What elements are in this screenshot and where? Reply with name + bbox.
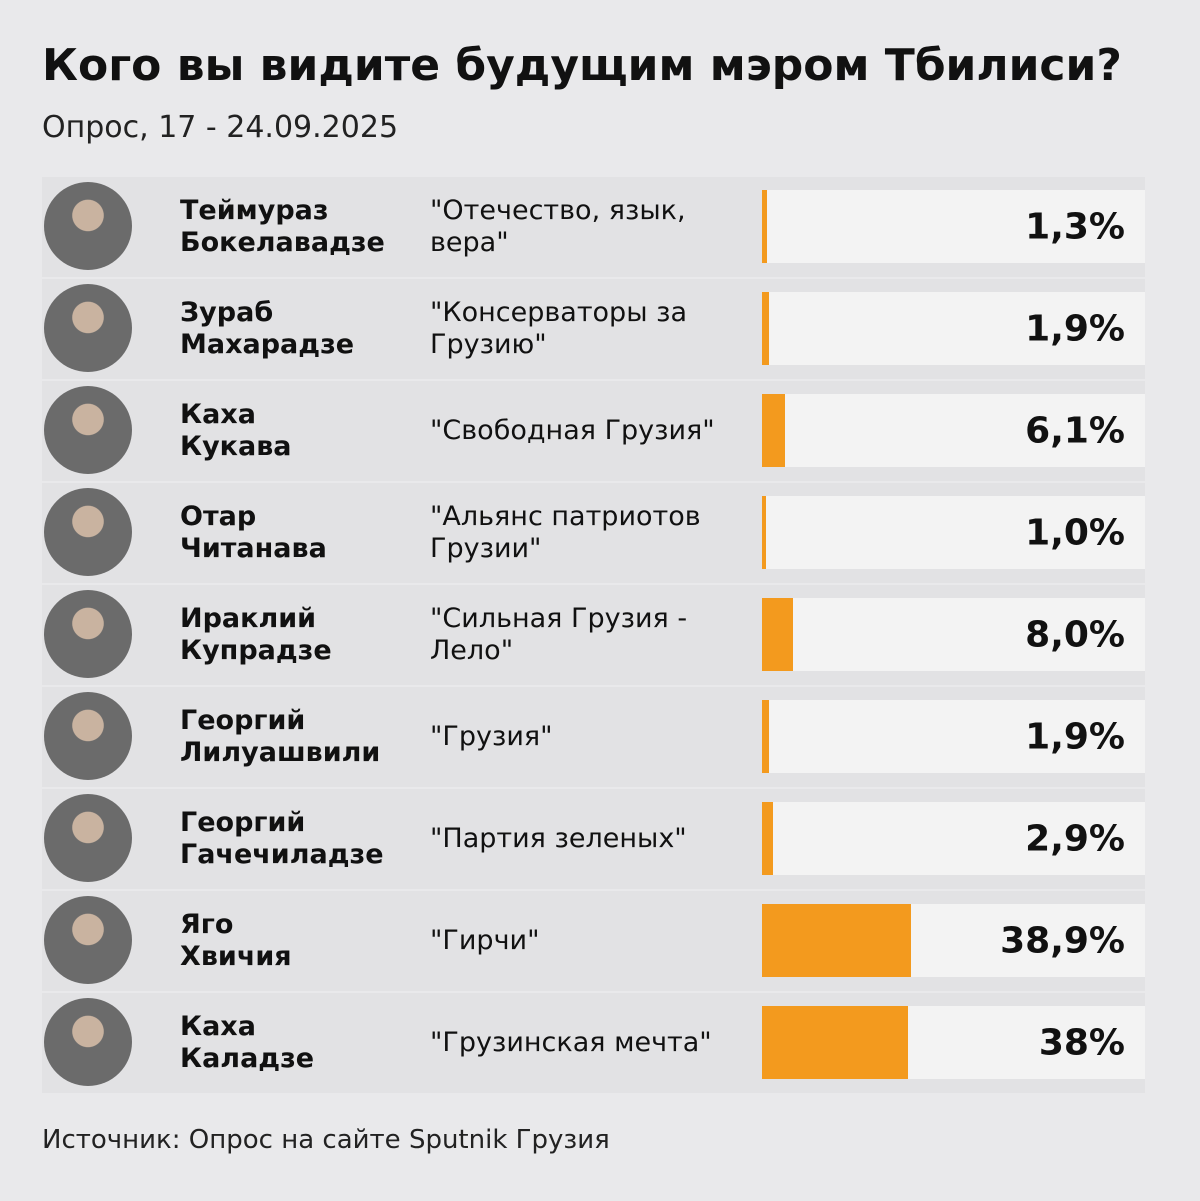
chart-title: Кого вы видите будущим мэром Тбилиси? [42,40,1122,91]
avatar [44,896,132,984]
bar-track: 2,9% [762,802,1145,875]
row: Теймураз Бокелавадзе "Отечество, язык, ве… [42,177,1145,277]
value-label: 8,0% [1025,614,1125,655]
bar-track: 38,9% [762,904,1145,977]
row: Яго Хвичия "Гирчи" 38,9% [42,891,1145,991]
party-name: "Грузинская мечта" [430,1027,712,1058]
avatar [44,692,132,780]
source-note: Источник: Опрос на сайте Sputnik Грузия [42,1125,610,1155]
party-name: "Грузия" [430,721,553,752]
avatar [44,590,132,678]
party-name: "Отечество, язык, вера" [430,195,686,258]
party-name: "Консерваторы за Грузию" [430,297,688,360]
avatar [44,386,132,474]
row: Отар Читанава "Альянс патриотов Грузии" 1,… [42,483,1145,583]
candidate-name: Каха Кукава [180,399,292,462]
candidate-name: Ираклий Купрадзе [180,603,332,666]
chart-subtitle: Опрос, 17 - 24.09.2025 [42,110,399,145]
value-label: 1,9% [1025,308,1125,349]
value-label: 1,0% [1025,512,1125,553]
bar-track: 8,0% [762,598,1145,671]
candidate-name: Георгий Лилуашвили [180,705,381,768]
avatar [44,794,132,882]
value-label: 38,9% [1000,920,1125,961]
party-name: "Свободная Грузия" [430,415,715,446]
avatar [44,284,132,372]
row: Георгий Гачечиладзе "Партия зеленых" 2,9% [42,789,1145,889]
candidate-name: Яго Хвичия [180,909,292,972]
bar [762,700,770,773]
bar-track: 6,1% [762,394,1145,467]
bar [762,1006,908,1079]
avatar [44,488,132,576]
value-label: 1,3% [1025,206,1125,247]
row: Каха Каладзе "Грузинская мечта" 38% [42,993,1145,1093]
party-name: "Сильная Грузия - Лело" [430,603,688,666]
row: Георгий Лилуашвили "Грузия" 1,9% [42,687,1145,787]
candidate-name: Георгий Гачечиладзе [180,807,384,870]
value-label: 6,1% [1025,410,1125,451]
bar [762,598,793,671]
bar-track: 1,9% [762,292,1145,365]
row: Каха Кукава "Свободная Грузия" 6,1% [42,381,1145,481]
bar [762,802,774,875]
candidate-name: Каха Каладзе [180,1011,315,1074]
candidate-name: Отар Читанава [180,501,327,564]
bar [762,190,767,263]
bar-track: 1,0% [762,496,1145,569]
avatar [44,998,132,1086]
row: Зураб Махарадзе "Консерваторы за Грузию" 1… [42,279,1145,379]
party-name: "Гирчи" [430,925,540,956]
bar [762,904,911,977]
value-label: 38% [1038,1022,1125,1063]
bar-track: 1,9% [762,700,1145,773]
bar-track: 1,3% [762,190,1145,263]
party-name: "Альянс патриотов Грузии" [430,501,701,564]
avatar [44,182,132,270]
value-label: 2,9% [1025,818,1125,859]
bar-track: 38% [762,1006,1145,1079]
value-label: 1,9% [1025,716,1125,757]
bar [762,394,786,467]
candidate-name: Теймураз Бокелавадзе [180,195,385,258]
party-name: "Партия зеленых" [430,823,687,854]
row: Ираклий Купрадзе "Сильная Грузия - Лело" 8… [42,585,1145,685]
bar [762,496,766,569]
candidate-name: Зураб Махарадзе [180,297,355,360]
bar [762,292,770,365]
